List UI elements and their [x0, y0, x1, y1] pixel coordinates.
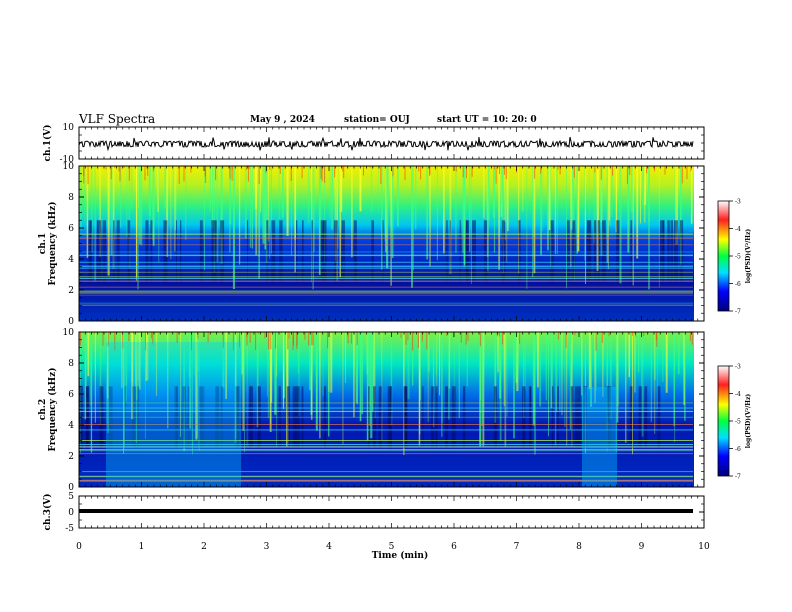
start-time-label: start UT = 10: 20: 0 [437, 115, 537, 125]
xtick-label: 4 [326, 542, 332, 552]
cb1-tick-label: -3 [735, 199, 741, 206]
spec2-ylabel: ch.2 [38, 399, 48, 420]
xtick-label: 6 [451, 542, 457, 552]
spec1-ytick-label: 4 [68, 255, 74, 265]
cb1-tick-label: -7 [735, 309, 741, 316]
cb2-tick-label: -6 [735, 446, 741, 453]
xtick-label: 1 [139, 542, 145, 552]
waveform-ch3-panel [78, 495, 705, 529]
xtick-label: 10 [698, 542, 710, 552]
xtick-label: 2 [201, 542, 207, 552]
cb2-tick-label: -4 [735, 391, 741, 398]
spec2-ytick-label: 6 [68, 390, 74, 400]
spec1-ytick-label: 0 [68, 317, 74, 327]
wave3-ylabel: ch.3(V) [42, 494, 53, 531]
waveform-ch1-panel [78, 126, 705, 160]
cb2-tick-label: -5 [735, 419, 741, 426]
wave3-ytick-label: 0 [68, 508, 74, 518]
cb1-tick-label: -5 [735, 254, 741, 261]
cb2-label: log(PSD)(V²/Hz) [745, 394, 752, 449]
chart-title: VLF Spectra [79, 112, 156, 126]
spec2-ytick-label: 2 [68, 452, 74, 462]
spectrogram-ch2-panel [78, 331, 705, 488]
xtick-label: 9 [639, 542, 645, 552]
cb2-tick-label: -7 [735, 474, 741, 481]
cb2-tick-label: -3 [735, 364, 741, 371]
spec2-ytick-label: 8 [68, 359, 74, 369]
wave1-ylabel: ch.1(V) [42, 125, 53, 162]
xtick-label: 5 [389, 542, 395, 552]
cb1-label: log(PSD)(V²/Hz) [745, 229, 752, 284]
wave3-ytick-label: 5 [68, 492, 74, 502]
spec1-ylabel: Frequency (kHz) [47, 201, 58, 285]
spec1-ytick-label: 8 [68, 193, 74, 203]
xtick-label: 8 [576, 542, 582, 552]
xtick-label: 3 [264, 542, 270, 552]
spec1-ytick-label: 10 [63, 162, 75, 172]
xtick-label: 0 [76, 542, 82, 552]
spec2-ylabel: Frequency (kHz) [47, 367, 58, 451]
spec2-ytick-label: 10 [63, 328, 75, 338]
spec2-ytick-label: 4 [68, 421, 74, 431]
colorbar-ch1: -3 -4 -5 -6 -7 log(PSD)(V²/Hz) [717, 199, 752, 316]
spectrogram-ch1-panel [78, 165, 705, 322]
spec1-ytick-label: 2 [68, 286, 74, 296]
cb1-tick-label: -6 [735, 281, 741, 288]
wave3-ytick-label: -5 [65, 524, 74, 534]
spec2-ytick-label: 0 [68, 483, 74, 493]
colorbar-ch2: -3 -4 -5 -6 -7 log(PSD)(V²/Hz) [717, 364, 752, 481]
cb1-tick-label: -4 [735, 226, 741, 233]
x-axis-label: Time (min) [372, 550, 429, 561]
spec1-ylabel: ch.1 [38, 233, 48, 254]
date-label: May 9 , 2024 [250, 115, 315, 125]
waveform-ch3-trace [79, 509, 693, 513]
wave1-ytick-label: 10 [63, 123, 75, 133]
xtick-label: 7 [514, 542, 520, 552]
spec1-ytick-label: 6 [68, 224, 74, 234]
wave1-ytick-label: -10 [60, 155, 75, 165]
station-label: station= OUJ [344, 115, 410, 125]
waveform-ch1-trace [78, 136, 694, 152]
